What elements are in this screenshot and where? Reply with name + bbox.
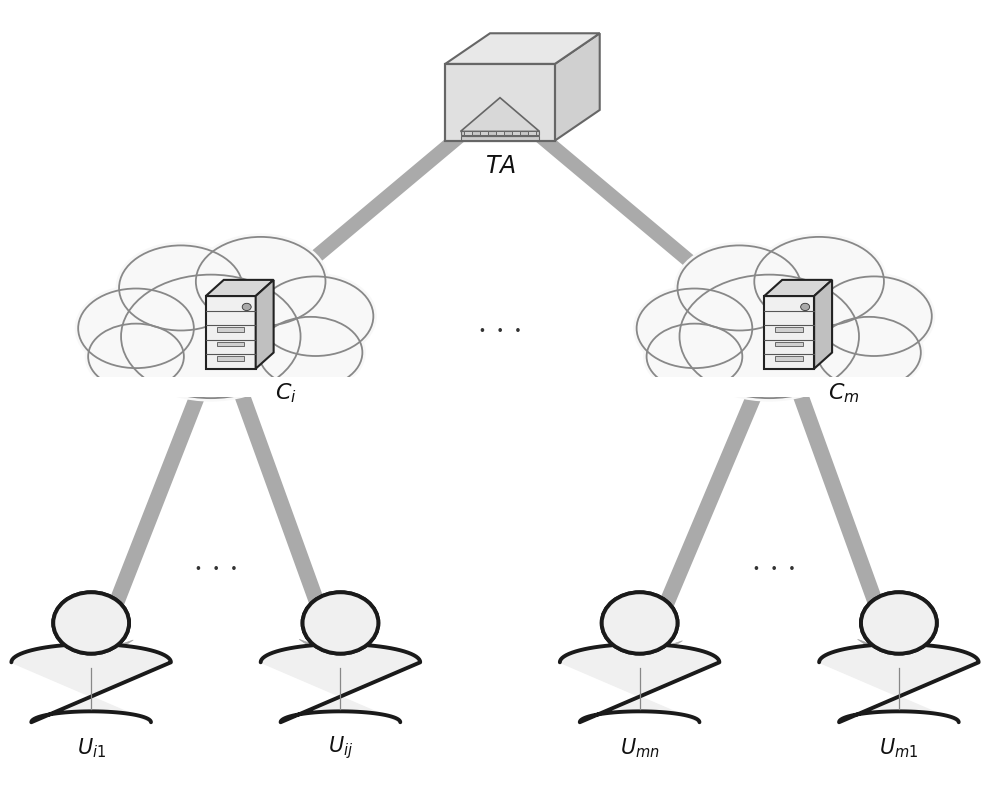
Polygon shape: [525, 124, 757, 318]
Text: $U_{mn}$: $U_{mn}$: [620, 736, 660, 760]
Bar: [217, 327, 244, 332]
Polygon shape: [206, 280, 274, 296]
Polygon shape: [96, 369, 215, 638]
Polygon shape: [11, 644, 171, 723]
Bar: [528, 131, 536, 135]
Circle shape: [303, 592, 378, 654]
Text: . . .: . . .: [752, 549, 796, 576]
Bar: [217, 342, 244, 347]
Polygon shape: [819, 644, 979, 723]
Polygon shape: [256, 280, 274, 369]
Ellipse shape: [637, 288, 752, 368]
Ellipse shape: [816, 276, 932, 356]
Polygon shape: [555, 33, 600, 141]
Polygon shape: [76, 625, 133, 667]
Text: $U_{ij}$: $U_{ij}$: [328, 735, 353, 761]
Polygon shape: [226, 369, 337, 638]
Polygon shape: [784, 369, 895, 638]
Bar: [496, 131, 504, 135]
Circle shape: [861, 592, 937, 654]
Polygon shape: [645, 369, 772, 639]
Circle shape: [861, 592, 937, 654]
Text: $C_i$: $C_i$: [275, 381, 296, 405]
Bar: [445, 64, 555, 141]
Circle shape: [53, 592, 129, 654]
Polygon shape: [445, 33, 600, 64]
Polygon shape: [626, 625, 682, 667]
Polygon shape: [727, 293, 779, 336]
Ellipse shape: [121, 275, 301, 399]
Polygon shape: [814, 280, 832, 369]
Bar: [764, 296, 814, 369]
Bar: [445, 64, 555, 141]
Bar: [512, 131, 520, 135]
Ellipse shape: [196, 237, 325, 326]
Ellipse shape: [88, 324, 184, 390]
Text: . . .: . . .: [194, 549, 238, 576]
Bar: [775, 356, 803, 361]
Polygon shape: [461, 98, 539, 131]
Polygon shape: [764, 280, 832, 296]
Polygon shape: [858, 625, 915, 667]
Circle shape: [303, 592, 378, 654]
Ellipse shape: [817, 317, 921, 388]
Circle shape: [53, 592, 129, 654]
Bar: [66, 377, 375, 397]
Polygon shape: [243, 124, 475, 318]
Text: $TA$: $TA$: [485, 156, 515, 178]
Ellipse shape: [678, 245, 801, 330]
Bar: [775, 342, 803, 347]
Polygon shape: [261, 644, 420, 723]
Ellipse shape: [78, 288, 194, 368]
Bar: [217, 356, 244, 361]
Circle shape: [602, 592, 678, 654]
Bar: [206, 296, 256, 369]
Polygon shape: [560, 644, 719, 723]
Bar: [464, 131, 472, 135]
Bar: [461, 136, 539, 141]
Ellipse shape: [259, 317, 362, 388]
Bar: [461, 131, 539, 135]
Ellipse shape: [647, 324, 742, 390]
Polygon shape: [299, 625, 357, 667]
Text: . . .: . . .: [478, 311, 522, 338]
Ellipse shape: [754, 237, 884, 326]
Bar: [480, 131, 488, 135]
Bar: [625, 377, 934, 397]
Circle shape: [602, 592, 678, 654]
Text: $U_{i1}$: $U_{i1}$: [77, 736, 106, 760]
Ellipse shape: [680, 275, 859, 399]
Circle shape: [242, 303, 251, 310]
Bar: [775, 327, 803, 332]
Text: $C_m$: $C_m$: [828, 381, 860, 405]
Bar: [466, 131, 534, 136]
Text: $U_{m1}$: $U_{m1}$: [879, 736, 919, 760]
Ellipse shape: [119, 245, 243, 330]
Circle shape: [801, 303, 810, 310]
Ellipse shape: [258, 276, 373, 356]
Polygon shape: [221, 293, 273, 336]
